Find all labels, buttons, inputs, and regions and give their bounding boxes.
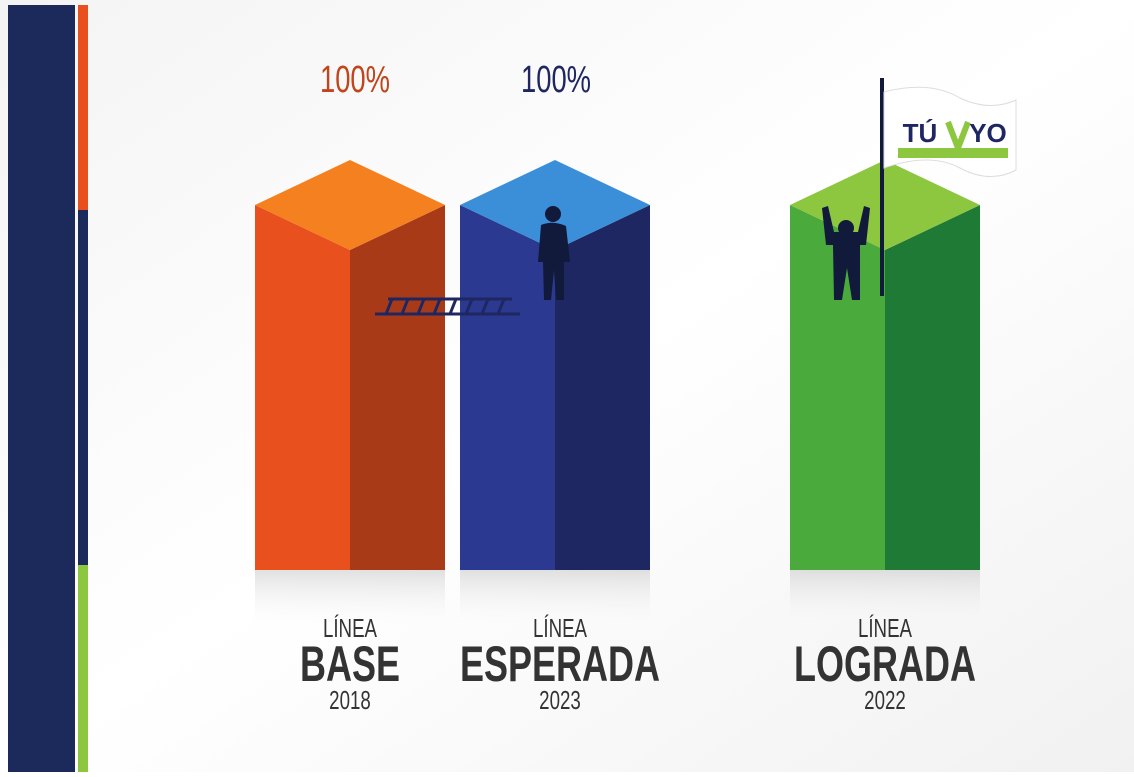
bar-front (460, 205, 555, 570)
bars: 100%LÍNEABASE2018100%LÍNEAESPERADA202310… (255, 59, 980, 715)
bar-reflection (790, 570, 980, 630)
category-year: 2023 (539, 685, 581, 715)
category-name: BASE (300, 638, 400, 693)
bar-top (460, 160, 650, 250)
category-line: LÍNEA (323, 613, 378, 643)
category-line: LÍNEA (533, 613, 588, 643)
bar-top (255, 160, 445, 250)
logo-text: TÚ (903, 118, 938, 148)
bar-reflection (255, 570, 445, 630)
value-label: 100% (521, 59, 591, 101)
bar-reflection (460, 570, 650, 630)
bar-side (350, 205, 445, 570)
side-stripe (8, 5, 75, 772)
category-year: 2022 (864, 685, 906, 715)
person-silhouette (538, 206, 570, 300)
ladder (375, 297, 520, 316)
bar-side (555, 205, 650, 570)
bar-front (790, 205, 885, 570)
side-accent (78, 565, 88, 772)
side-accent (78, 5, 88, 210)
logo-band (898, 148, 1008, 158)
category-year: 2018 (329, 685, 371, 715)
side-accent (78, 210, 88, 565)
value-label: 100% (320, 59, 390, 101)
category-name: LOGRADA (794, 638, 976, 693)
bar-side (885, 205, 980, 570)
bar-front (255, 205, 350, 570)
logo-text: YO (969, 118, 1007, 148)
category-line: LÍNEA (858, 613, 913, 643)
person-silhouette (822, 206, 870, 300)
bar-top (790, 160, 980, 250)
category-name: ESPERADA (460, 638, 660, 693)
